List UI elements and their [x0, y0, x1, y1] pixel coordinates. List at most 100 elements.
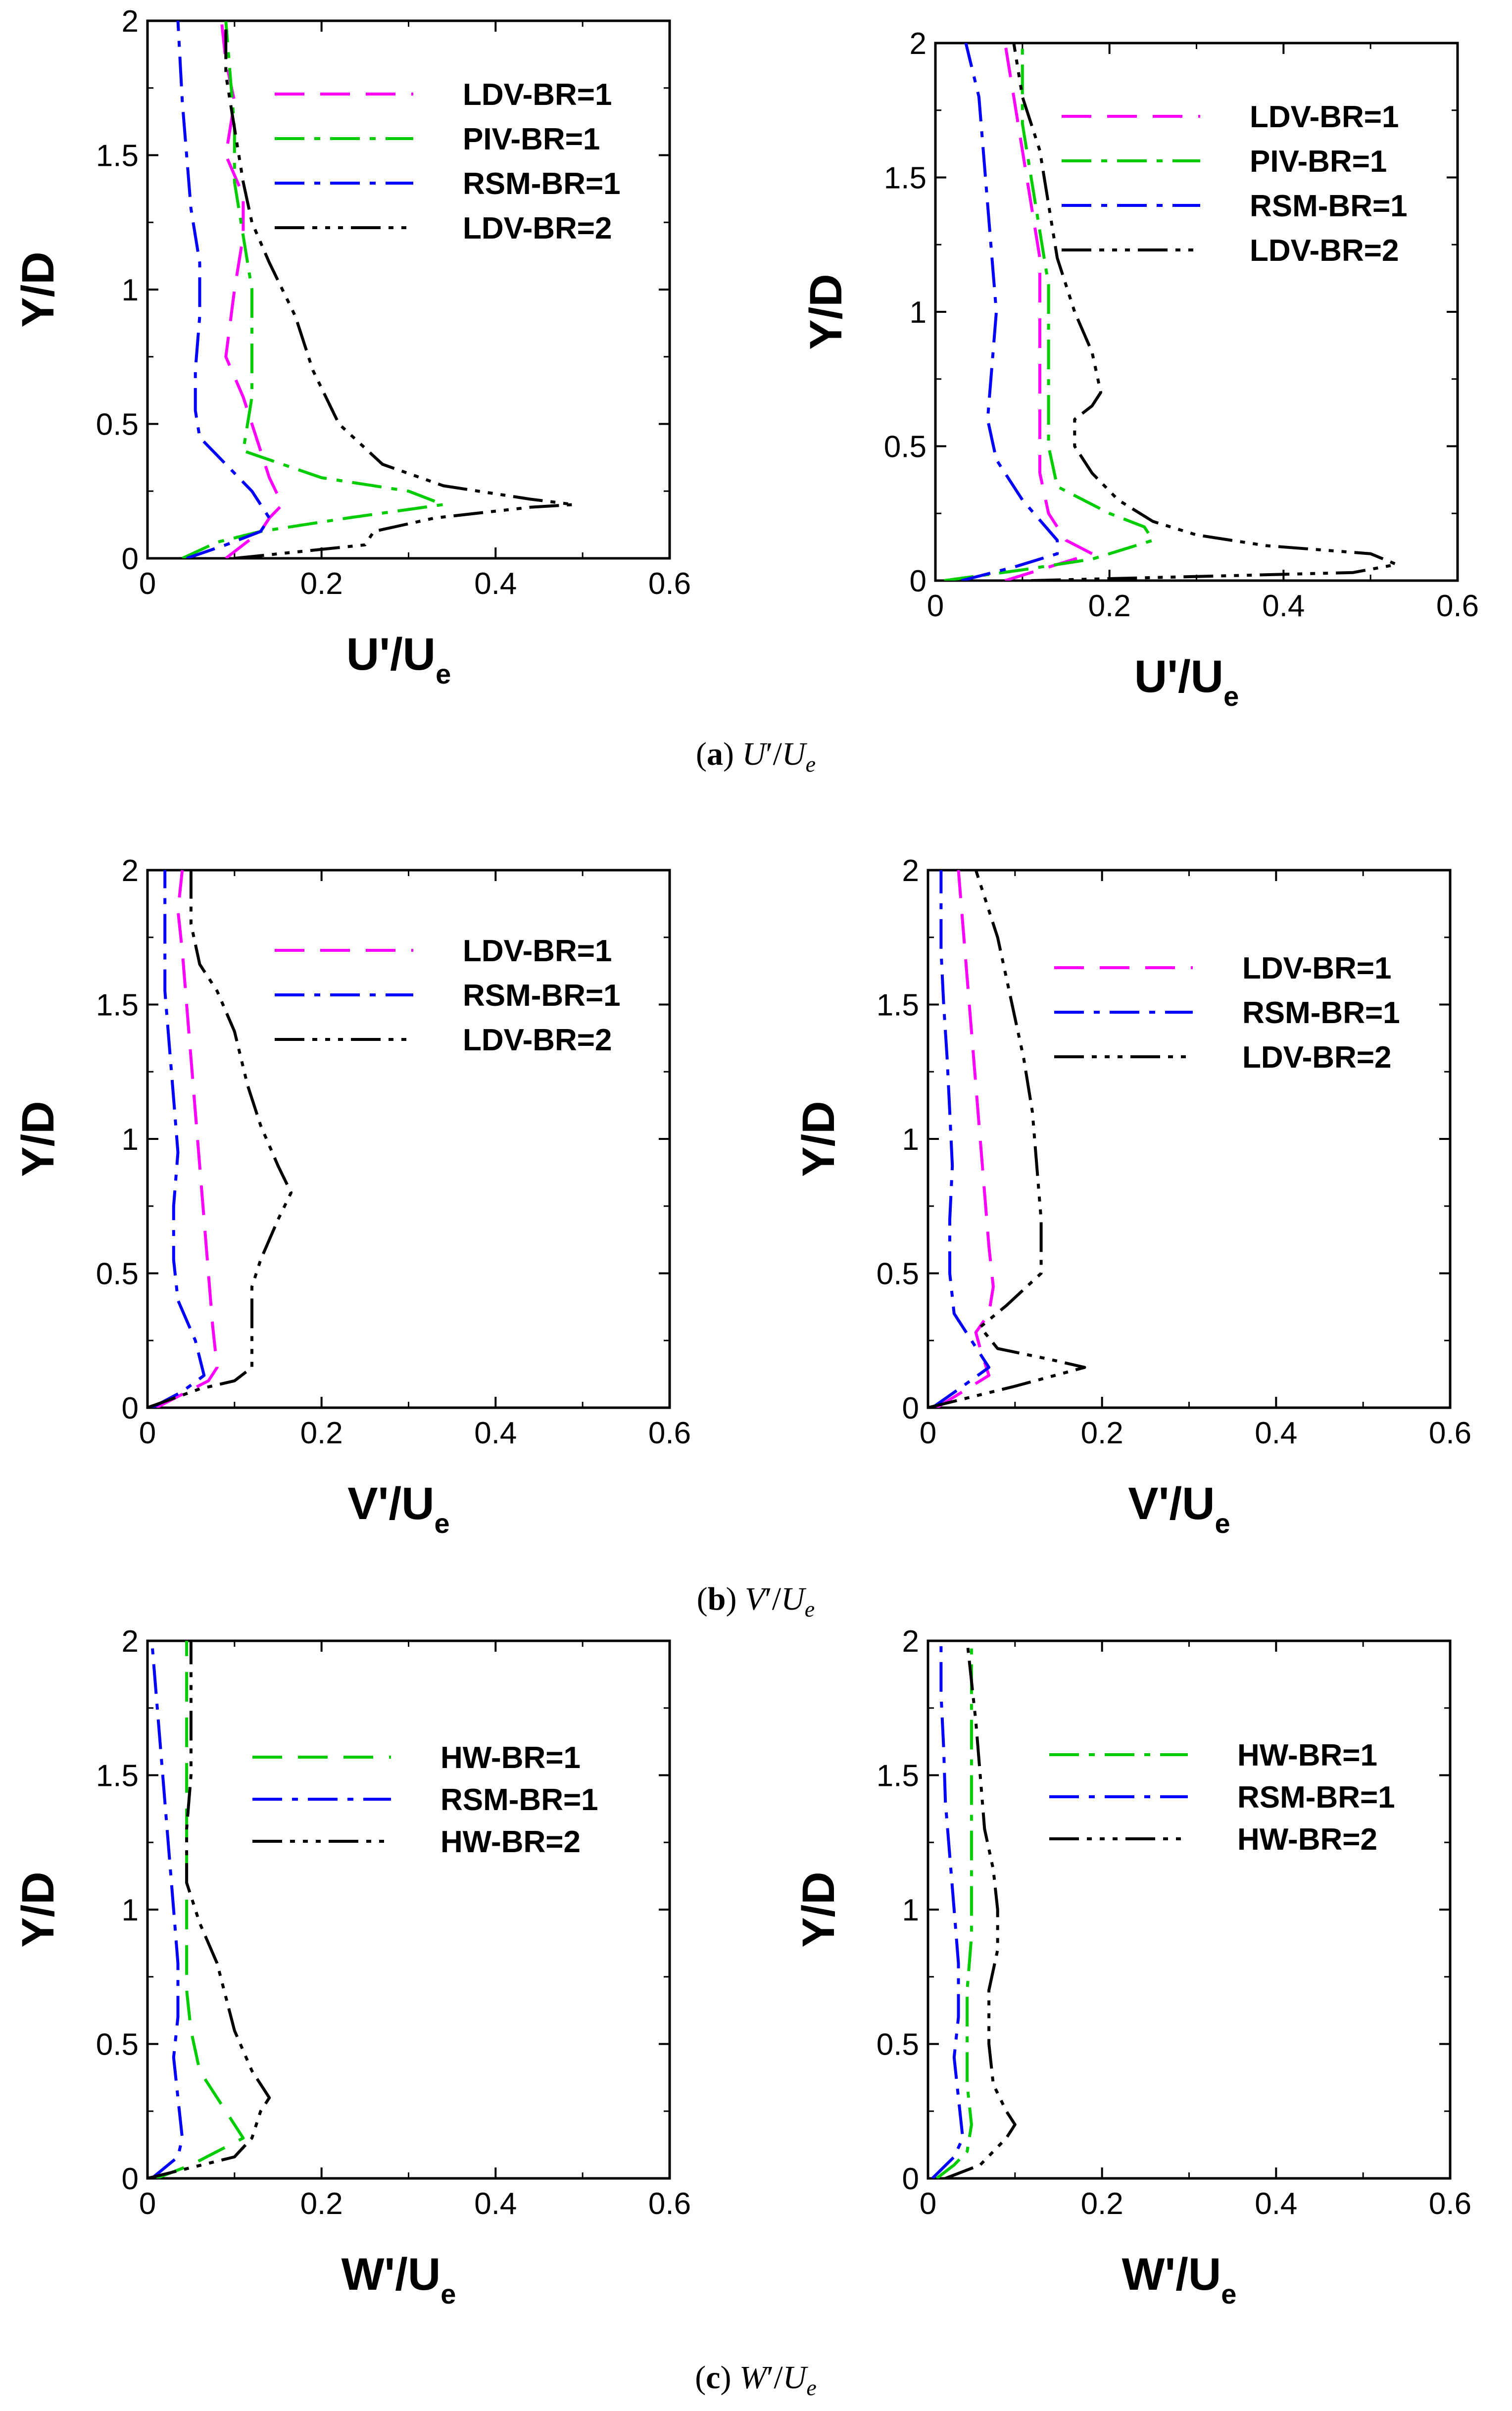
series-line-ldv-br-1 — [220, 21, 284, 558]
panel-caption: (c) W′/Ue — [695, 2360, 817, 2400]
x-axis-title-main: V'/U — [1128, 1478, 1215, 1529]
plot-frame — [927, 1639, 1452, 2180]
series-group — [176, 21, 576, 558]
x-tick-label: 0.4 — [474, 1416, 517, 1450]
caption-base: U — [781, 1581, 807, 1617]
x-tick-label: 0.4 — [1262, 589, 1305, 623]
series-line-piv-br-1 — [182, 21, 445, 558]
y-tick-label: 0 — [902, 1391, 919, 1426]
y-axis-title: Y/D — [13, 1101, 63, 1177]
y-axis-title: Y/D — [801, 274, 851, 349]
legend-label: LDV-BR=2 — [463, 211, 612, 246]
legend-label: PIV-BR=1 — [463, 122, 600, 156]
chart-panel-b-right: 0 0.2 0.4 0.6 0 0.5 1 1.5 2 Y/D V'/Ue LDV-BR=1 RSM-B… — [793, 854, 1471, 1539]
y-tick-label: 0.5 — [877, 1257, 919, 1291]
legend-label: RSM-BR=1 — [440, 1783, 598, 1817]
x-tick-label: 0.2 — [300, 2187, 343, 2221]
y-tick-label: 1.5 — [96, 1759, 139, 1793]
y-tick-label: 0.5 — [96, 1257, 139, 1291]
x-axis-title-sub: e — [1223, 681, 1239, 712]
caption-base: U — [782, 736, 808, 772]
x-tick-label: 0.2 — [1088, 589, 1131, 623]
series-line-hw-br-2 — [147, 1641, 271, 2178]
x-axis-title-main: U'/U — [346, 629, 436, 680]
x-tick-label: 0.4 — [1255, 2187, 1297, 2221]
x-tick-label: 0 — [139, 2187, 156, 2221]
chart-panel-a-right: 0 0.2 0.4 0.6 0 0.5 1 1.5 2 Y/D U'/Ue LDV-BR=1 PIV-B… — [801, 27, 1479, 712]
x-axis-title-sub: e — [1215, 1508, 1230, 1539]
y-tick-label: 1 — [122, 273, 139, 307]
series-group — [944, 43, 1398, 581]
legend-label: HW-BR=2 — [440, 1825, 581, 1859]
series-line-rsm-br-1 — [150, 1641, 184, 2178]
x-tick-label: 0.2 — [1081, 2187, 1123, 2221]
y-tick-label: 1.5 — [96, 988, 139, 1023]
caption-prime: ′ — [767, 2360, 774, 2396]
series-line-ldv-br-1 — [155, 870, 219, 1408]
x-tick-label: 0.6 — [1429, 2187, 1471, 2221]
series-line-rsm-br-1 — [961, 43, 1059, 581]
y-tick-label: 0 — [902, 2162, 919, 2196]
x-axis-title: U'/Ue — [346, 629, 451, 689]
x-tick-label: 0.6 — [648, 567, 691, 601]
caption-sub: e — [806, 2375, 816, 2400]
caption-sub: e — [805, 1596, 815, 1622]
legend-label: LDV-BR=2 — [1242, 1040, 1391, 1075]
legend-label: RSM-BR=1 — [1242, 996, 1400, 1030]
chart-panel-a-left: 0 0.2 0.4 0.6 0 0.5 1 1.5 2 Y/D U'/Ue LDV-BR=1 PIV-B… — [13, 4, 691, 689]
plot-frame — [146, 1639, 671, 2180]
y-tick-label: 1 — [122, 1123, 139, 1157]
x-axis-title: V'/Ue — [347, 1478, 449, 1539]
x-axis-title-main: W'/U — [341, 2249, 441, 2300]
legend-label: RSM-BR=1 — [463, 167, 621, 201]
y-tick-label: 2 — [122, 1624, 139, 1659]
caption-symbol: W — [739, 2360, 769, 2396]
legend-label: LDV-BR=1 — [1242, 951, 1391, 985]
legend-label: RSM-BR=1 — [1237, 1780, 1395, 1815]
y-tick-label: 2 — [902, 1624, 919, 1659]
caption-prime: ′ — [766, 736, 773, 772]
series-line-hw-br-2 — [945, 1641, 1017, 2178]
y-tick-label: 1 — [902, 1123, 919, 1157]
series-line-hw-br-1 — [155, 1641, 245, 2178]
legend-label: PIV-BR=1 — [1250, 145, 1387, 179]
caption-base: U — [783, 2360, 809, 2396]
caption-slash: / — [772, 1581, 781, 1617]
series-line-ldv-br-2 — [928, 870, 1086, 1408]
y-axis-title: Y/D — [13, 1871, 63, 1947]
caption-tag-close: ) — [726, 1581, 745, 1617]
legend-label: HW-BR=1 — [440, 1741, 581, 1775]
legend-label: RSM-BR=1 — [463, 979, 621, 1013]
series-group — [928, 870, 1086, 1408]
x-tick-label: 0.6 — [1429, 1416, 1471, 1450]
y-tick-label: 1 — [902, 1893, 919, 1927]
chart-panel-b-left: 0 0.2 0.4 0.6 0 0.5 1 1.5 2 Y/D V'/Ue LDV-BR=1 RSM-B… — [13, 854, 691, 1539]
x-axis-title-main: U'/U — [1134, 651, 1223, 702]
y-tick-label: 0 — [910, 564, 927, 598]
x-axis-title-sub: e — [1221, 2278, 1236, 2310]
x-axis-title: W'/Ue — [341, 2249, 456, 2310]
x-tick-label: 0.6 — [1436, 589, 1479, 623]
series-line-ldv-br-1 — [1003, 43, 1094, 581]
x-tick-label: 0 — [139, 1416, 156, 1450]
plot-frame — [927, 869, 1452, 1409]
caption-sub: e — [806, 751, 816, 777]
chart-panel-c-left: 0 0.2 0.4 0.6 0 0.5 1 1.5 2 Y/D W'/Ue HW-BR=1 RSM-BR… — [13, 1624, 691, 2310]
x-tick-label: 0.4 — [474, 2187, 517, 2221]
legend-label: LDV-BR=1 — [1250, 100, 1399, 134]
series-line-ldv-br-2 — [224, 21, 576, 558]
series-group — [931, 1641, 1017, 2178]
legend-label: LDV-BR=1 — [463, 934, 612, 968]
y-tick-label: 2 — [902, 854, 919, 888]
y-tick-label: 0.5 — [96, 2028, 139, 2062]
y-tick-label: 0.5 — [877, 2028, 919, 2062]
x-axis-title-main: W'/U — [1122, 2249, 1221, 2300]
x-tick-label: 0.6 — [648, 1416, 691, 1450]
x-tick-label: 0 — [920, 1416, 936, 1450]
y-tick-label: 0.5 — [96, 408, 139, 442]
series-group — [147, 1641, 271, 2178]
x-axis-title: V'/Ue — [1128, 1478, 1230, 1539]
x-tick-label: 0.2 — [300, 1416, 343, 1450]
panel-caption: (a) U′/Ue — [696, 736, 816, 777]
